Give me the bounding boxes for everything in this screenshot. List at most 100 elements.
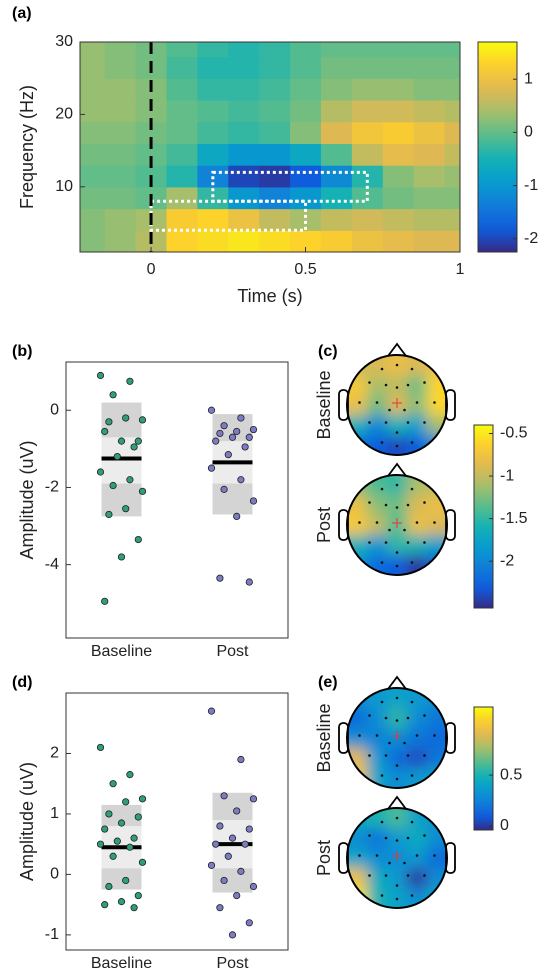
data-point [228,433,237,441]
electrode [410,441,414,444]
data-point [249,882,258,891]
electrode [415,854,419,857]
condition-label: Baseline [314,370,334,439]
electrode [395,816,399,820]
heatmap-cell [80,230,106,252]
electrode [384,421,388,424]
y-axis-label: Amplitude (uV) [17,440,37,559]
heatmap-cell [444,56,460,79]
data-point [109,780,117,788]
x-tick-label: Post [216,955,249,972]
data-point [101,427,109,436]
electrode [395,444,399,448]
data-point [245,825,253,833]
data-point [134,535,142,544]
electrode [375,854,379,857]
topo-cell [367,415,388,436]
topo-cell [407,535,428,556]
topo-cell [407,495,428,516]
heatmap-cell [104,165,137,188]
electrode [410,820,414,824]
data-point [130,443,138,451]
electrode [380,774,384,777]
data-point [216,822,224,830]
electrode [395,719,399,722]
data-point [245,578,253,586]
colorbar-tick-label: 1 [524,70,533,87]
electrode [358,734,361,737]
data-point [105,810,113,818]
heatmap-cell [80,165,106,188]
electrode [423,754,426,757]
data-point [207,464,216,472]
electrode [358,854,361,857]
heatmap-cell [290,99,322,123]
heatmap-cell [382,121,415,144]
condition-label: Baseline [314,703,334,772]
x-tick-label: 0 [147,261,156,278]
heatmap-cell [259,230,291,252]
heatmap-cell [413,121,446,144]
heatmap-cell [290,165,322,188]
electrode [406,383,410,387]
electrode [433,734,436,737]
electrode [395,386,399,389]
topo-cell [387,555,408,575]
heatmap-cell [320,208,353,231]
heatmap-cell [197,208,229,231]
heatmap-cell [80,99,106,123]
x-tick-label: Post [216,643,249,660]
topo-cell [387,415,408,436]
panel-label: (a) [12,5,32,22]
data-point [233,512,241,521]
heatmap-cell [228,78,260,101]
heatmap-cell [413,78,446,101]
colorbar-tick-label: -0.5 [500,425,528,442]
data-point [101,901,109,909]
heatmap-cell [197,56,229,79]
heatmap-cell [104,143,137,166]
data-point [237,755,245,764]
data-point [126,843,134,851]
data-point [224,451,232,459]
heatmap-cell [444,208,460,231]
data-point [249,795,258,803]
data-point [130,834,138,842]
data-point [228,931,237,939]
electrode [368,501,371,504]
electrode [395,764,399,767]
head-outline [346,807,448,909]
electrode [395,431,399,434]
y-tick-label: -4 [45,556,59,573]
heatmap-cell [382,165,415,188]
data-point [224,852,232,860]
electrode [384,754,388,757]
topo-cell [407,848,428,869]
heatmap-cell [290,78,322,101]
y-tick-label: 1 [50,805,59,822]
topo-cell [427,728,447,749]
heatmap-cell [444,78,460,101]
electrode [403,861,406,865]
electrode [410,700,414,704]
heatmap-cell [320,42,353,58]
axes-frame [79,41,461,253]
heatmap-cell [413,165,446,188]
electrode [395,897,399,901]
electrode [406,503,410,507]
y-axis-label: Amplitude (uV) [17,762,37,881]
data-point [241,840,249,848]
data-point [113,452,121,461]
heatmap-cell [228,56,260,79]
data-point [216,904,224,912]
electrode [388,408,391,412]
data-point [105,882,113,891]
electrode [406,421,410,424]
electrode [368,874,371,877]
heatmap-cell [444,165,460,188]
data-point [96,371,105,380]
panel-label: (e) [318,674,338,691]
electrode [384,383,388,387]
data-point [228,834,237,842]
heatmap-cell [290,208,322,231]
